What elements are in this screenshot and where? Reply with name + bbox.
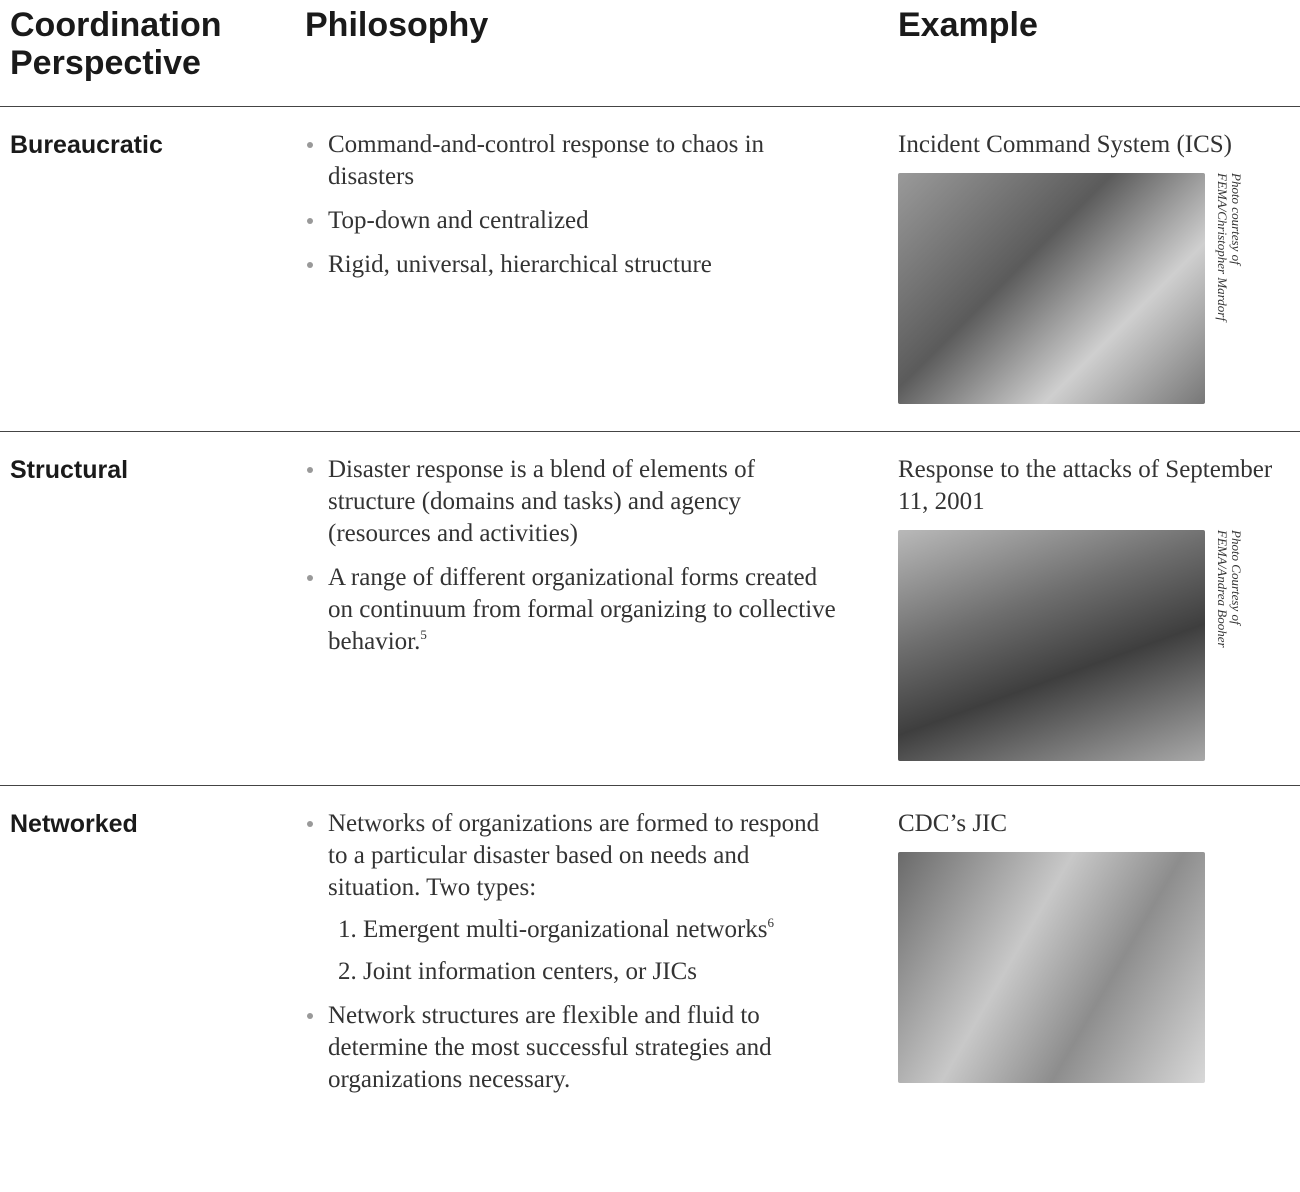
example: Incident Command System (ICS) Photo court… — [898, 129, 1300, 431]
perspective: Structural — [10, 456, 129, 484]
philosophy: Networks of organizations are formed to … — [305, 808, 898, 1191]
perspective: Bureaucratic — [10, 131, 163, 159]
bullet: Top-down and centralized — [328, 205, 840, 237]
sub-item: 2. Joint information centers, or JICs — [338, 956, 808, 988]
bullet-item: Network structures are flexible and flui… — [305, 1000, 840, 1096]
bullet-text: Rigid, universal, hierarchical structure — [328, 251, 712, 278]
credit-line: FEMA/Christopher Mardorf — [1215, 173, 1230, 321]
footnote-ref: 6 — [767, 915, 775, 930]
bullet-item: Disaster response is a blend of elements… — [305, 454, 840, 550]
bullet-dot — [307, 1013, 313, 1019]
example-title: CDC’s JIC — [898, 810, 1008, 837]
bullet-dot — [307, 821, 313, 827]
sub-item: 1. Emergent multi-organizational network… — [338, 914, 808, 946]
credit-line: Photo Courtesy of — [1229, 530, 1244, 625]
bullet-text: Disaster response is a blend of elements… — [328, 456, 755, 547]
bullet-dot — [307, 218, 313, 224]
bullet-dot — [307, 142, 313, 148]
sub-item-text: 1. Emergent multi-organizational network… — [338, 916, 768, 943]
bullet-list: Disaster response is a blend of elements… — [305, 454, 840, 658]
example: CDC’s JIC — [898, 808, 1300, 1191]
photo-credit: Photo courtesy of FEMA/Christopher Mardor… — [1215, 173, 1244, 321]
bullet-list: Command-and-control response to chaos in… — [305, 129, 840, 281]
credit-line: Photo courtesy of — [1229, 173, 1244, 265]
philosophy: Disaster response is a blend of elements… — [305, 454, 898, 785]
bullet-item: Command-and-control response to chaos in… — [305, 129, 840, 193]
bullet-text: Command-and-control response to chaos in… — [328, 131, 765, 190]
bullet: Networks of organizations are formed to … — [328, 808, 840, 904]
header-perspective: Coordination Perspective — [10, 6, 222, 82]
bullet-item: Top-down and centralized — [305, 205, 840, 237]
bullet-list: Networks of organizations are formed to … — [305, 808, 840, 1096]
table-row: Networked Networks of organizations are f… — [0, 786, 1300, 1191]
photo: Photo Courtesy of FEMA/Andrea Booher — [898, 530, 1244, 761]
bullet: Disaster response is a blend of elements… — [328, 454, 840, 550]
photo: Photo courtesy of FEMA/Christopher Mardor… — [898, 173, 1244, 404]
philosophy: Command-and-control response to chaos in… — [305, 129, 898, 431]
table-row: Bureaucratic Command-and-control response… — [0, 107, 1300, 432]
example-title: Response to the attacks of September 11,… — [898, 456, 1273, 515]
table-body: Bureaucratic Command-and-control response… — [0, 107, 1300, 1191]
bullet-text: Top-down and centralized — [328, 207, 589, 234]
bullet-item: Networks of organizations are formed to … — [305, 808, 840, 988]
table-header: Coordination Perspective Philosophy Exam… — [0, 0, 1300, 107]
bullet-text: A range of different organizational form… — [328, 564, 836, 655]
perspective: Networked — [10, 810, 138, 838]
header-philosophy: Philosophy — [305, 6, 489, 44]
photo — [898, 852, 1205, 1083]
bullet: Network structures are flexible and flui… — [328, 1000, 840, 1096]
photo-credit: Photo Courtesy of FEMA/Andrea Booher — [1215, 530, 1244, 648]
bullet-text: Networks of organizations are formed to … — [328, 810, 820, 901]
bullet-dot — [307, 262, 313, 268]
sub-item-text: 2. Joint information centers, or JICs — [338, 958, 697, 985]
bullet: A range of different organizational form… — [328, 562, 840, 658]
example: Response to the attacks of September 11,… — [898, 454, 1300, 785]
bullet: Command-and-control response to chaos in… — [328, 129, 840, 193]
bullet-dot — [307, 575, 313, 581]
bullet-item: A range of different organizational form… — [305, 562, 840, 658]
bullet-text: Network structures are flexible and flui… — [328, 1002, 772, 1093]
table-row: Structural Disaster response is a blend o… — [0, 432, 1300, 786]
bullet: Rigid, universal, hierarchical structure — [328, 249, 840, 281]
bullet-dot — [307, 467, 313, 473]
header-example: Example — [898, 6, 1038, 44]
footnote-ref: 5 — [420, 627, 427, 642]
example-title: Incident Command System (ICS) — [898, 131, 1232, 158]
credit-line: FEMA/Andrea Booher — [1215, 530, 1230, 648]
bullet-item: Rigid, universal, hierarchical structure — [305, 249, 840, 281]
